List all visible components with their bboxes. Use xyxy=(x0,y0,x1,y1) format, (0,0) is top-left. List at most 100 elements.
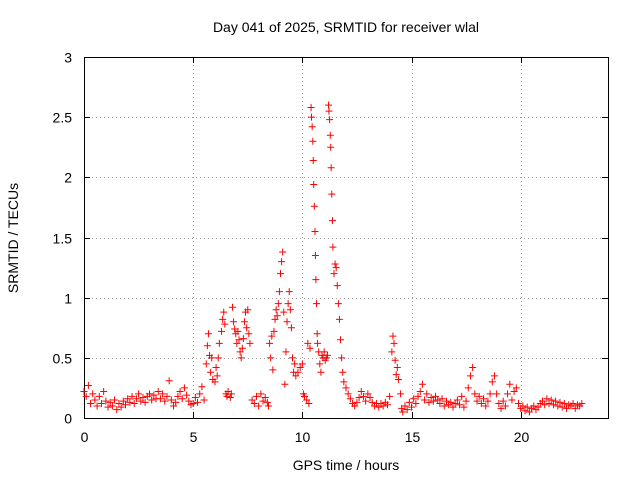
data-point xyxy=(346,395,354,403)
data-point xyxy=(434,396,442,404)
data-point xyxy=(148,396,156,404)
plot-frame xyxy=(84,57,609,419)
data-point xyxy=(338,354,346,362)
x-tick-labels: 0 5 10 15 20 xyxy=(81,429,530,445)
data-point xyxy=(100,388,108,396)
data-point xyxy=(449,403,457,411)
data-point xyxy=(95,392,103,400)
data-point xyxy=(323,351,331,359)
data-point xyxy=(200,396,208,404)
data-point xyxy=(281,380,289,388)
data-point xyxy=(245,330,253,338)
data-point xyxy=(165,377,173,385)
data-point xyxy=(328,190,336,198)
data-point xyxy=(285,288,293,296)
data-point xyxy=(357,388,365,396)
data-point xyxy=(447,398,455,406)
data-point xyxy=(359,392,367,400)
data-point xyxy=(313,300,321,308)
data-point xyxy=(416,388,424,396)
data-point xyxy=(128,392,136,400)
data-point xyxy=(207,368,215,376)
data-point xyxy=(464,384,472,392)
data-point xyxy=(189,400,197,408)
data-point xyxy=(397,390,405,398)
data-point xyxy=(392,371,400,379)
data-point xyxy=(219,315,227,323)
data-point xyxy=(252,392,260,400)
data-point xyxy=(314,339,322,347)
data-point xyxy=(183,391,191,399)
data-point xyxy=(218,327,226,335)
data-point xyxy=(234,327,242,335)
data-point xyxy=(519,402,527,410)
data-point xyxy=(266,339,274,347)
data-point xyxy=(571,404,579,412)
data-point xyxy=(344,390,352,398)
data-point xyxy=(221,320,229,328)
x-tick-label: 0 xyxy=(81,429,89,445)
data-point xyxy=(418,380,426,388)
data-point xyxy=(308,113,316,121)
data-point xyxy=(124,395,132,403)
data-point xyxy=(167,396,175,404)
data-point xyxy=(309,137,317,145)
data-point xyxy=(495,400,503,408)
data-point xyxy=(432,392,440,400)
data-point xyxy=(440,402,448,410)
data-point xyxy=(364,390,372,398)
data-point xyxy=(303,396,311,404)
data-point xyxy=(291,360,299,368)
data-point xyxy=(327,143,335,151)
data-point xyxy=(493,390,501,398)
data-point xyxy=(362,397,370,405)
data-point xyxy=(394,375,402,383)
data-point xyxy=(294,368,302,376)
data-point xyxy=(304,339,312,347)
data-point xyxy=(159,390,167,398)
data-point xyxy=(228,303,236,311)
y-tick-label: 2 xyxy=(64,170,72,186)
data-point xyxy=(383,401,391,409)
data-point xyxy=(172,398,180,406)
data-point xyxy=(508,396,516,404)
data-point xyxy=(135,390,143,398)
data-point xyxy=(484,397,492,405)
data-point xyxy=(235,336,243,344)
data-point xyxy=(214,354,222,362)
data-point xyxy=(115,400,123,408)
data-point xyxy=(442,397,450,405)
data-point xyxy=(111,396,119,404)
data-point xyxy=(334,300,342,308)
data-point xyxy=(329,243,337,251)
data-point xyxy=(236,348,244,356)
data-point xyxy=(289,354,297,362)
data-point xyxy=(438,395,446,403)
x-tick-label: 10 xyxy=(295,429,311,445)
data-point xyxy=(569,400,577,408)
data-point xyxy=(194,398,202,406)
x-tick-label: 15 xyxy=(405,429,421,445)
data-point xyxy=(310,202,318,210)
data-point xyxy=(223,392,231,400)
data-point xyxy=(246,339,254,347)
data-point xyxy=(230,318,238,326)
data-point xyxy=(248,396,256,404)
data-point xyxy=(534,403,542,411)
data-point xyxy=(282,348,290,356)
data-point xyxy=(453,396,461,404)
data-point xyxy=(226,394,234,402)
data-point xyxy=(93,402,101,410)
data-point xyxy=(213,372,221,380)
data-point xyxy=(154,388,162,396)
data-point xyxy=(388,348,396,356)
data-point xyxy=(563,404,571,412)
data-point xyxy=(425,398,433,406)
data-point xyxy=(269,366,277,374)
data-point xyxy=(185,397,193,405)
data-point xyxy=(240,318,248,326)
data-point xyxy=(283,318,291,326)
data-point xyxy=(429,397,437,405)
data-point xyxy=(215,339,223,347)
data-point xyxy=(150,391,158,399)
